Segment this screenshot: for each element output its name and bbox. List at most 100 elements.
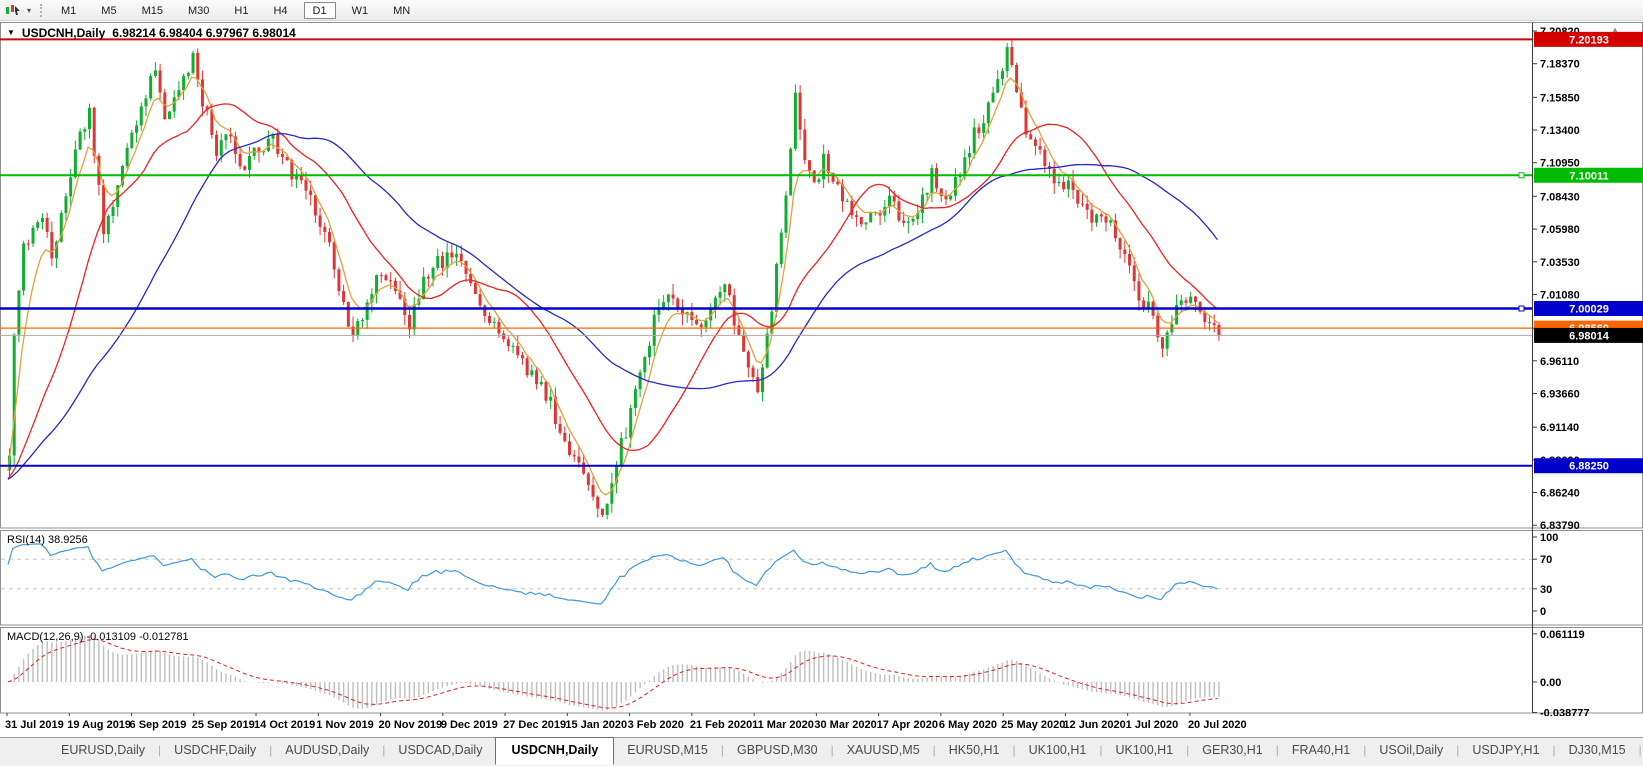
timeframe-m30[interactable]: M30 — [179, 2, 218, 19]
tab-separator: | — [1638, 743, 1642, 757]
date-label: 11 Mar 2020 — [752, 719, 814, 731]
date-label: 31 Jul 2019 — [5, 719, 64, 731]
tab-ger30-h1[interactable]: GER30,H1 — [1202, 743, 1263, 757]
tab-separator: | — [932, 743, 936, 757]
chart-tool-icon[interactable] — [3, 2, 23, 18]
level-price-badge: 7.00029 — [1534, 300, 1643, 316]
rsi-tick-label: 70 — [1540, 554, 1552, 566]
date-label: 12 Jun 2020 — [1063, 719, 1126, 731]
tab-separator: | — [1275, 743, 1279, 757]
tab-separator: | — [1363, 743, 1367, 757]
rsi-panel — [0, 530, 1643, 626]
level-price-badge: 7.10011 — [1534, 167, 1643, 183]
tab-uk100-h1[interactable]: UK100,H1 — [1115, 743, 1174, 757]
macd-tick-label: 0.00 — [1540, 677, 1561, 689]
hline-handle-marker — [1518, 172, 1525, 179]
tab-eurusd-daily[interactable]: EURUSD,Daily — [61, 743, 146, 757]
timeframe-w1[interactable]: W1 — [343, 2, 378, 19]
date-label: 1 Jul 2020 — [1125, 719, 1179, 731]
chart-scroll-up-icon[interactable]: ▲ — [1611, 25, 1619, 34]
price-tick-label: 6.91140 — [1540, 422, 1579, 434]
svg-text:7.00029: 7.00029 — [1569, 303, 1609, 315]
date-label: 20 Nov 2019 — [378, 719, 443, 731]
level-price-badge: 7.20193 — [1534, 31, 1643, 47]
hline-handle-marker — [1518, 305, 1525, 312]
tab-dj30-m15[interactable]: DJ30,M15 — [1568, 743, 1626, 757]
tab-separator: | — [382, 743, 386, 757]
chart-title: ▼ USDCNH,Daily 6.98214 6.98404 6.97967 6… — [7, 26, 296, 40]
tab-fra40-h1[interactable]: FRA40,H1 — [1291, 743, 1351, 757]
chart-tab-bar: EURUSD,Daily | USDCHF,Daily | AUDUSD,Daily | U… — [0, 737, 1643, 766]
timeframe-m5[interactable]: M5 — [92, 2, 125, 19]
date-label: 6 Sep 2019 — [129, 719, 187, 731]
timeframe-d1[interactable]: D1 — [303, 1, 336, 19]
date-label: 30 Mar 2020 — [814, 719, 877, 731]
date-label: 20 Jul 2020 — [1187, 719, 1247, 731]
tab-usdjpy-h1[interactable]: USDJPY,H1 — [1472, 743, 1540, 757]
toolbar-grip-handle[interactable] — [40, 3, 44, 17]
price-tick-label: 7.03530 — [1540, 257, 1580, 269]
price-tick-label: 7.18370 — [1540, 59, 1580, 71]
timeframe-m1[interactable]: M1 — [52, 2, 85, 19]
date-label: 3 Feb 2020 — [627, 719, 684, 731]
tab-audusd-daily[interactable]: AUDUSD,Daily — [285, 743, 370, 757]
date-label: 17 Apr 2020 — [876, 719, 938, 731]
price-tick-label: 7.13400 — [1540, 125, 1580, 137]
timeframe-mn[interactable]: MN — [384, 2, 419, 19]
tab-xauusd-m5[interactable]: XAUUSD,M5 — [846, 743, 920, 757]
timeframe-toolbar: ▾ M1 M5 M15 M30 H1 H4 D1 W1 MN — [0, 0, 1643, 21]
svg-text:7.10011: 7.10011 — [1569, 170, 1608, 182]
tab-usdcnh-daily[interactable]: USDCNH,Daily — [495, 737, 615, 765]
price-tick-label: 6.93660 — [1540, 389, 1580, 401]
price-tick-label: 7.15850 — [1540, 92, 1580, 104]
tab-separator: | — [1186, 743, 1190, 757]
chart-tool-icon-glyph — [6, 5, 20, 15]
toolbar-dropdown-caret-icon[interactable]: ▾ — [26, 5, 31, 15]
macd-indicator-label: MACD(12,26,9) -0.013109 -0.012781 — [7, 631, 189, 643]
rsi-tick-label: 0 — [1540, 606, 1546, 618]
main-price-panel — [0, 22, 1643, 529]
rsi-tick-label: 100 — [1540, 532, 1558, 544]
svg-text:6.88250: 6.88250 — [1569, 461, 1609, 473]
tab-gbpusd-m30[interactable]: GBPUSD,M30 — [737, 743, 818, 757]
chart-ohlc-values: 6.98214 6.98404 6.97967 6.98014 — [112, 26, 296, 40]
tab-separator: | — [720, 743, 724, 757]
date-label: 14 Oct 2019 — [254, 719, 316, 731]
ma-fast-line — [7, 76, 1218, 496]
timeframe-button-group: M1 M5 M15 M30 H1 H4 D1 W1 MN — [52, 1, 419, 19]
tab-usoil-daily[interactable]: USOil,Daily — [1379, 743, 1444, 757]
rsi-line — [7, 543, 1218, 605]
tab-separator: | — [1552, 743, 1556, 757]
svg-text:7.20193: 7.20193 — [1569, 34, 1609, 46]
tab-usdcad-daily[interactable]: USDCAD,Daily — [398, 743, 483, 757]
tab-separator: | — [158, 743, 162, 757]
ma-medium-line — [7, 103, 1218, 480]
tab-separator: | — [830, 743, 834, 757]
date-axis: 31 Jul 2019 19 Aug 2019 6 Sep 2019 25 Sep 2… — [0, 716, 1643, 737]
date-label: 6 May 2020 — [938, 719, 997, 731]
date-label: 15 Jan 2020 — [565, 719, 628, 731]
rsi-indicator-label: RSI(14) 38.9256 — [7, 534, 88, 546]
tab-hk50-h1[interactable]: HK50,H1 — [948, 743, 1000, 757]
date-label: 21 Feb 2020 — [689, 719, 753, 731]
timeframe-h4[interactable]: H4 — [264, 2, 296, 19]
tab-separator: | — [1099, 743, 1103, 757]
macd-signal-line — [7, 638, 1218, 709]
tab-uk100-h1[interactable]: UK100,H1 — [1028, 743, 1087, 757]
price-tick-label: 7.10950 — [1540, 158, 1580, 170]
tab-eurusd-m15[interactable]: EURUSD,M15 — [627, 743, 708, 757]
macd-tick-label: 0.061119 — [1540, 629, 1585, 641]
timeframe-h1[interactable]: H1 — [225, 2, 257, 19]
tab-usdchf-daily[interactable]: USDCHF,Daily — [174, 743, 257, 757]
chart-window: 7.208207.183707.158507.134007.109507.084… — [0, 21, 1643, 737]
price-chart-canvas[interactable]: 7.208207.183707.158507.134007.109507.084… — [0, 21, 1643, 737]
tab-separator: | — [269, 743, 273, 757]
date-label: 27 Dec 2019 — [503, 719, 567, 731]
current-price-badge: 6.98014 — [1534, 327, 1643, 343]
chart-title-caret-icon[interactable]: ▼ — [7, 27, 15, 37]
price-tick-label: 6.86240 — [1540, 488, 1580, 500]
date-label: 25 Sep 2019 — [191, 719, 255, 731]
chart-tabs: EURUSD,Daily | USDCHF,Daily | AUDUSD,Daily | U… — [48, 737, 1643, 765]
timeframe-m15[interactable]: M15 — [133, 2, 172, 19]
